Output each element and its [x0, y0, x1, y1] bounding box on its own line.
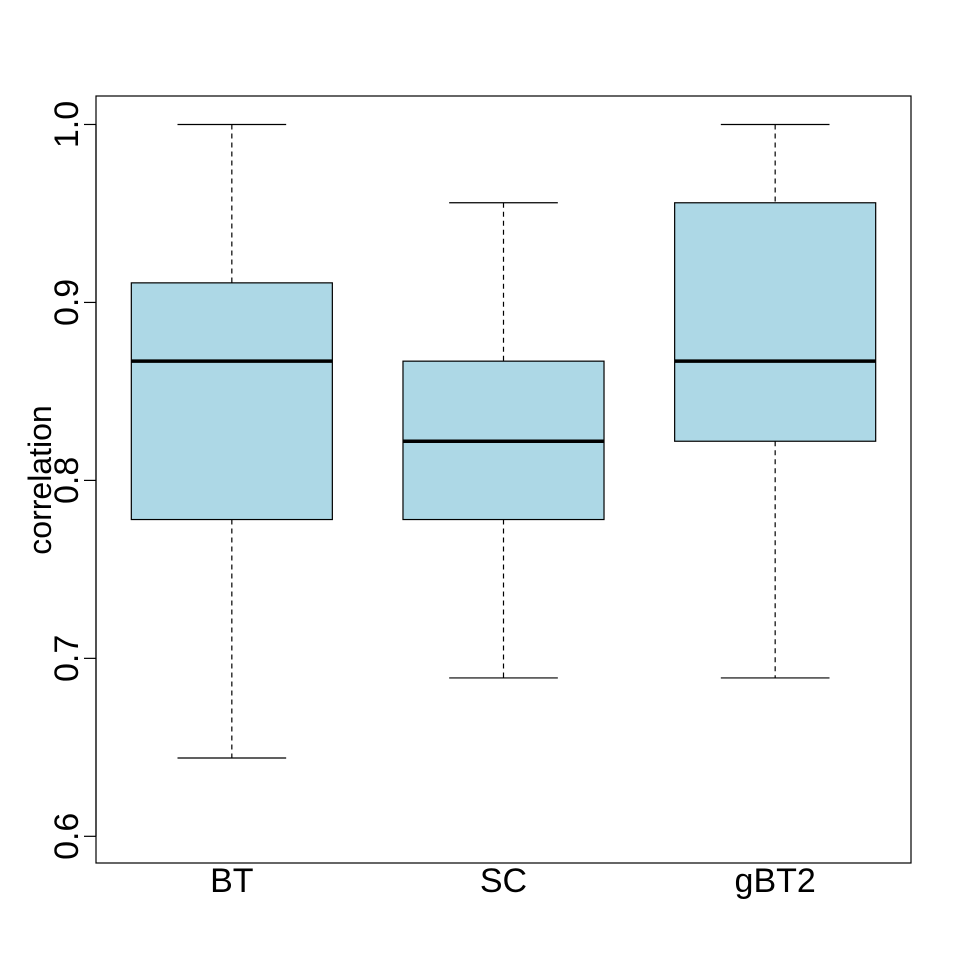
y-axis-title: correlation — [22, 405, 58, 554]
boxes-group — [130, 123, 877, 759]
y-tick-label: 0.8 — [48, 457, 86, 504]
box-BT — [130, 123, 333, 759]
x-tick-label: BT — [210, 862, 253, 900]
iqr-box — [674, 202, 877, 442]
box-gBT2 — [674, 123, 877, 679]
y-tick-label: 0.6 — [48, 813, 86, 860]
y-tick-label: 0.9 — [48, 279, 86, 326]
x-tick-label: gBT2 — [735, 862, 816, 900]
x-axis-labels: BT SC gBT2 — [210, 862, 816, 900]
y-axis: 0.6 0.7 0.8 0.9 1.0 — [48, 101, 97, 860]
box-SC — [402, 202, 605, 679]
x-tick-label: SC — [480, 862, 527, 900]
y-tick-label: 0.7 — [48, 635, 86, 682]
iqr-box — [130, 282, 333, 521]
y-tick-label: 1.0 — [48, 101, 86, 148]
